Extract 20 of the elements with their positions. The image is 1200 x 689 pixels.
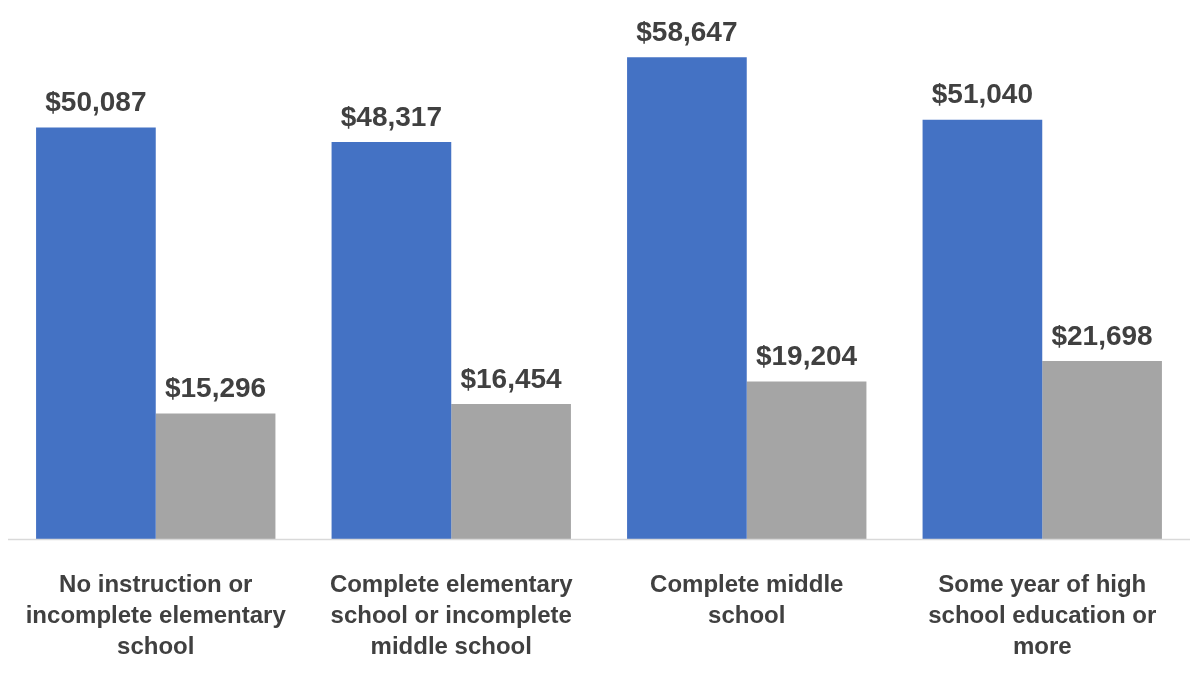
x-tick-label: No instruction or incomplete elementary school <box>25 569 287 660</box>
data-label: $15,296 <box>164 372 267 404</box>
data-label: $51,040 <box>931 78 1034 110</box>
x-tick-label: Complete elementary school or incomplete middle school <box>329 569 574 660</box>
bar <box>36 127 156 540</box>
data-label: $21,698 <box>1051 319 1153 351</box>
data-label: $58,647 <box>636 15 738 47</box>
bar <box>331 142 452 540</box>
bar <box>155 413 276 540</box>
bar <box>746 381 867 540</box>
data-label: $48,317 <box>340 100 443 132</box>
bar <box>922 119 1043 540</box>
data-label: $19,204 <box>755 340 858 372</box>
x-tick-label: Some year of high school education or more <box>928 569 1157 660</box>
x-tick-label: Complete middle school <box>650 569 844 628</box>
data-label: $16,454 <box>460 362 563 394</box>
bar <box>1042 360 1162 540</box>
bar <box>451 404 571 540</box>
data-label: $50,087 <box>45 86 147 118</box>
bar <box>627 57 747 540</box>
